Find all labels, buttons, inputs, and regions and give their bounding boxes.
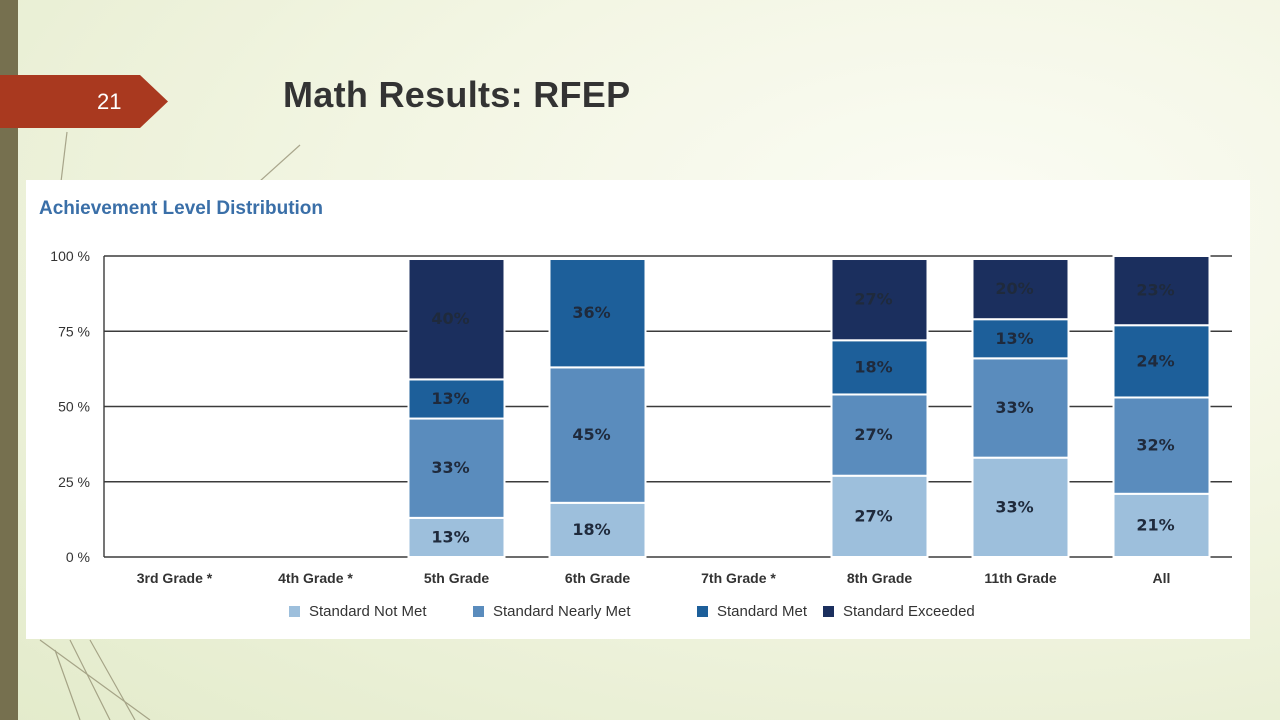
- x-tick-label: 11th Grade: [984, 570, 1057, 586]
- y-tick-label: 0 %: [66, 549, 90, 565]
- legend-item: Standard Nearly Met: [473, 601, 631, 621]
- y-tick-label: 50 %: [58, 399, 90, 415]
- data-label: 24%: [1136, 351, 1174, 370]
- chart-panel: Achievement Level Distribution 0 % 25 % 50…: [26, 180, 1250, 639]
- data-label: 13%: [431, 389, 469, 408]
- data-label: 27%: [854, 506, 892, 525]
- legend-item: Standard Not Met: [289, 601, 427, 621]
- data-label: 33%: [995, 497, 1033, 516]
- bar-segment: [1112, 396, 1211, 495]
- legend-label: Standard Nearly Met: [493, 602, 631, 620]
- x-tick-label: 3rd Grade *: [137, 570, 213, 586]
- data-label: 13%: [995, 329, 1033, 348]
- data-label: 13%: [431, 527, 469, 546]
- bar-segment: [971, 456, 1070, 559]
- data-label: 18%: [572, 520, 610, 539]
- legend-swatch: [473, 605, 484, 617]
- y-tick-label: 100 %: [50, 248, 90, 264]
- data-label: 27%: [854, 290, 892, 309]
- x-tick-label: All: [1153, 570, 1171, 586]
- slide-number-badge: 21: [0, 75, 168, 128]
- bar-segment: [830, 258, 929, 342]
- bar-segment: [971, 258, 1070, 321]
- bar-segment: [830, 339, 929, 396]
- stacked-bar-chart: 0 % 25 % 50 % 75 % 100 % 3rd Grade * 4th Grade…: [50, 248, 1232, 586]
- slide-title: Math Results: RFEP: [283, 74, 631, 115]
- chart-title: Achievement Level Distribution: [39, 198, 324, 219]
- data-label: 18%: [854, 357, 892, 376]
- bar-segment: [1112, 255, 1211, 327]
- data-label: 23%: [1136, 281, 1174, 300]
- x-tick-label: 4th Grade *: [278, 570, 353, 586]
- legend-item: Standard Exceeded: [823, 601, 975, 621]
- bar-segment: [830, 393, 929, 477]
- bar-segment: [407, 417, 506, 519]
- data-label: 21%: [1136, 515, 1174, 534]
- data-label: 32%: [1136, 436, 1174, 455]
- legend-label: Standard Not Met: [309, 602, 427, 620]
- decorative-lines: [39, 131, 301, 720]
- bar-segment: [1112, 324, 1211, 399]
- data-label: 33%: [995, 398, 1033, 417]
- legend-label: Standard Exceeded: [843, 602, 975, 620]
- data-label: 40%: [431, 309, 469, 328]
- y-tick-label: 75 %: [58, 323, 90, 339]
- data-label: 45%: [572, 425, 610, 444]
- chart-legend: Standard Not Met Standard Nearly Met Stand…: [26, 601, 1250, 621]
- bar-segment: [407, 258, 506, 381]
- bar-segment: [548, 258, 647, 369]
- legend-swatch: [697, 605, 708, 617]
- bar-segment: [971, 318, 1070, 360]
- data-label: 27%: [854, 425, 892, 444]
- legend-swatch: [289, 605, 300, 617]
- x-tick-label: 8th Grade: [847, 570, 913, 586]
- data-label: 20%: [995, 279, 1033, 298]
- left-accent-bar: [0, 0, 18, 720]
- bar-segment: [407, 516, 506, 558]
- legend-label: Standard Met: [717, 602, 808, 620]
- data-label: 36%: [572, 303, 610, 322]
- bar-segment: [407, 378, 506, 420]
- y-tick-label: 25 %: [58, 474, 90, 490]
- x-tick-label: 5th Grade: [424, 570, 490, 586]
- x-tick-label: 6th Grade: [565, 570, 631, 586]
- legend-swatch: [823, 605, 834, 617]
- legend-item: Standard Met: [697, 601, 807, 621]
- data-label: 33%: [431, 458, 469, 477]
- x-tick-label: 7th Grade *: [701, 570, 776, 586]
